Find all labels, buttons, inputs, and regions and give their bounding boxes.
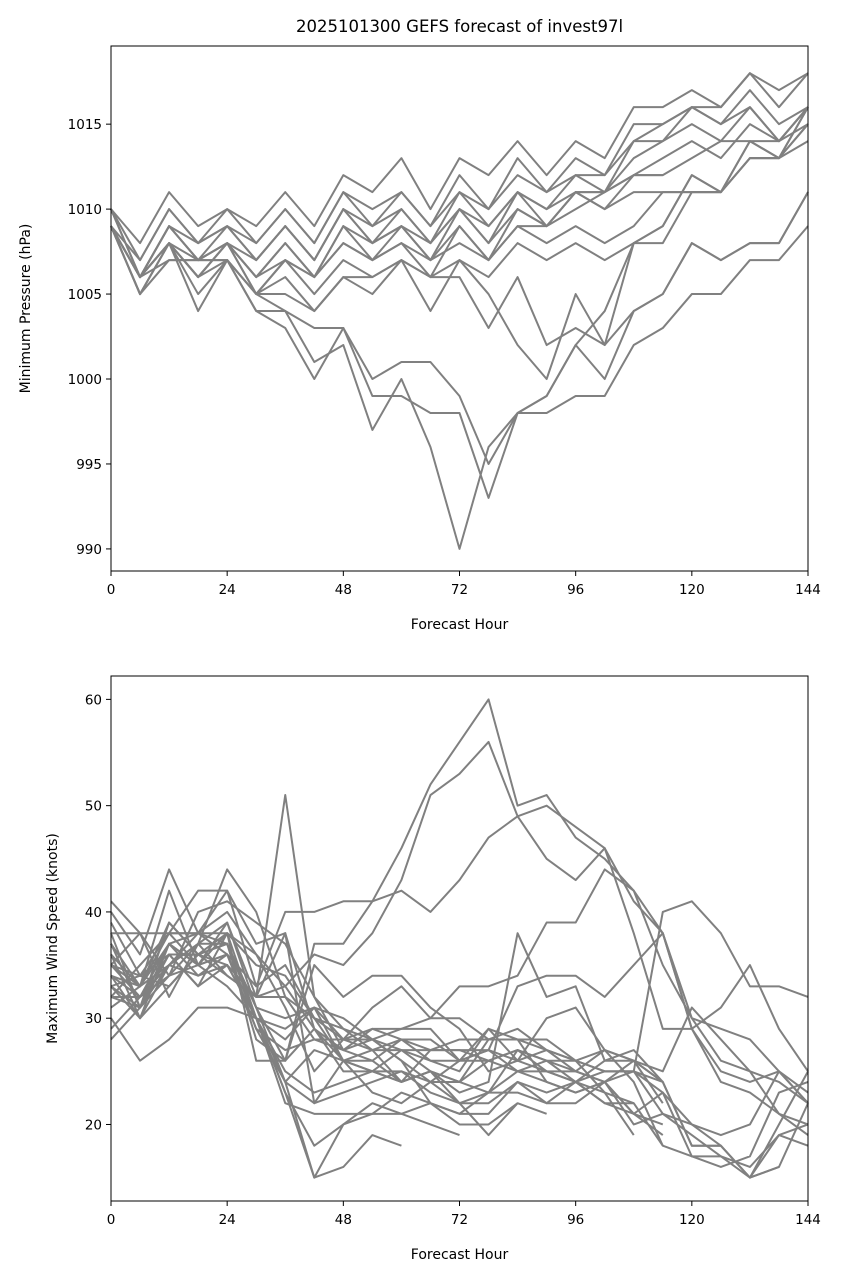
wind-series-line-23 bbox=[110, 900, 635, 1105]
wind-y-tick-label: 40 bbox=[85, 905, 102, 921]
wind-x-tick-label: 0 bbox=[107, 1212, 116, 1228]
wind-series-line-6 bbox=[110, 698, 809, 1136]
pressure-y-tick-label: 995 bbox=[76, 457, 102, 473]
wind-series-line-24 bbox=[110, 889, 664, 1083]
wind-series-line-21 bbox=[110, 942, 780, 1179]
wind-y-tick-label: 30 bbox=[85, 1011, 102, 1027]
pressure-y-ticks: 990 995 1000 1005 1010 1015 bbox=[68, 117, 111, 558]
wind-y-tick-label: 50 bbox=[85, 799, 102, 815]
pressure-x-tick-label: 48 bbox=[335, 582, 352, 598]
pressure-x-tick-label: 0 bbox=[107, 582, 116, 598]
chart-title: 2025101300 GEFS forecast of invest97l bbox=[296, 17, 623, 36]
wind-y-tick-label: 60 bbox=[85, 692, 102, 708]
pressure-x-tick-label: 120 bbox=[679, 582, 705, 598]
pressure-x-axis-label: Forecast Hour bbox=[411, 617, 509, 633]
pressure-x-ticks: 0 24 48 72 96 120 144 bbox=[107, 571, 821, 598]
pressure-y-tick-label: 1015 bbox=[68, 117, 102, 133]
pressure-y-axis-label: Minimum Pressure (hPa) bbox=[18, 224, 34, 394]
pressure-y-tick-label: 1000 bbox=[68, 372, 102, 388]
pressure-chart: 2025101300 GEFS forecast of invest97l 99… bbox=[18, 17, 821, 633]
pressure-y-tick-label: 1010 bbox=[68, 202, 102, 218]
pressure-series-line-16 bbox=[110, 191, 809, 499]
pressure-x-tick-label: 96 bbox=[567, 582, 584, 598]
wind-plot-frame bbox=[110, 675, 809, 1202]
wind-series-line-25 bbox=[111, 868, 664, 1136]
wind-y-ticks: 20 30 40 50 60 bbox=[85, 692, 111, 1133]
wind-x-tick-label: 48 bbox=[335, 1212, 352, 1228]
wind-series-line-26 bbox=[110, 900, 664, 1083]
pressure-y-tick-label: 1005 bbox=[68, 287, 102, 303]
wind-x-tick-label: 24 bbox=[219, 1212, 236, 1228]
pressure-plot-frame bbox=[110, 45, 809, 572]
pressure-series-group bbox=[110, 72, 809, 550]
wind-chart: 20 30 40 50 60 0 24 48 72 96 120 144 Forecast Hour… bbox=[45, 675, 821, 1263]
wind-series-group bbox=[110, 698, 809, 1179]
pressure-y-tick-label: 990 bbox=[76, 542, 102, 558]
wind-x-tick-label: 144 bbox=[795, 1212, 821, 1228]
wind-x-tick-label: 120 bbox=[679, 1212, 705, 1228]
pressure-x-tick-label: 24 bbox=[219, 582, 236, 598]
pressure-x-tick-label: 72 bbox=[451, 582, 468, 598]
wind-y-tick-label: 20 bbox=[85, 1117, 102, 1133]
pressure-x-tick-label: 144 bbox=[795, 582, 821, 598]
wind-series-line-18 bbox=[110, 932, 547, 1137]
wind-x-axis-label: Forecast Hour bbox=[411, 1247, 509, 1263]
wind-x-tick-label: 72 bbox=[451, 1212, 468, 1228]
wind-x-ticks: 0 24 48 72 96 120 144 bbox=[107, 1201, 821, 1228]
wind-y-axis-label: Maximum Wind Speed (knots) bbox=[45, 833, 61, 1044]
wind-x-tick-label: 96 bbox=[567, 1212, 584, 1228]
